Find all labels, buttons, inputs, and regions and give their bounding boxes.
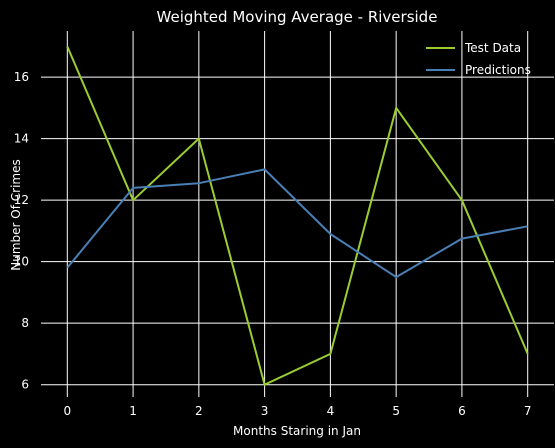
series-line-test-data bbox=[66, 46, 529, 386]
y-tick-label: 6 bbox=[21, 378, 29, 392]
legend-label: Test Data bbox=[464, 41, 521, 55]
y-tick-label: 10 bbox=[14, 255, 29, 269]
x-tick-label: 3 bbox=[261, 404, 269, 418]
x-tick-label: 6 bbox=[458, 404, 466, 418]
legend: Test Data Predictions bbox=[426, 41, 531, 77]
chart-title: Weighted Moving Average - Riverside bbox=[157, 8, 438, 26]
y-tick-label: 12 bbox=[14, 193, 29, 207]
x-tick-label: 2 bbox=[195, 404, 203, 418]
series-line-predictions bbox=[66, 168, 528, 279]
y-axis-label: Number Of Crimes bbox=[9, 159, 23, 270]
series-lines bbox=[66, 46, 529, 386]
grid bbox=[41, 31, 554, 397]
x-tick-label: 1 bbox=[129, 404, 137, 418]
y-tick-label: 8 bbox=[21, 316, 29, 330]
y-tick-label: 14 bbox=[14, 132, 29, 146]
x-tick-label: 5 bbox=[392, 404, 400, 418]
x-axis-label: Months Staring in Jan bbox=[233, 424, 361, 438]
x-tick-label: 4 bbox=[327, 404, 335, 418]
y-tick-label: 16 bbox=[14, 70, 29, 84]
x-tick-label: 0 bbox=[63, 404, 71, 418]
legend-label: Predictions bbox=[465, 63, 531, 77]
x-tick-label: 7 bbox=[524, 404, 532, 418]
